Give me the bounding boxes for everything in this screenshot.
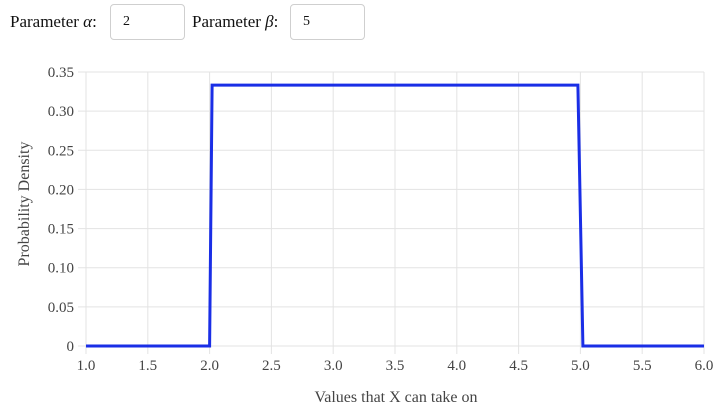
alpha-label: Parameter α: <box>10 12 97 32</box>
beta-symbol: β <box>265 12 274 31</box>
x-tick-label: 2.5 <box>262 358 281 374</box>
alpha-input[interactable] <box>110 4 185 40</box>
beta-input[interactable] <box>290 4 365 40</box>
y-tick-label: 0.30 <box>48 104 74 120</box>
alpha-label-suffix: : <box>92 12 97 31</box>
chart-grid <box>78 71 705 354</box>
beta-label-suffix: : <box>273 12 279 31</box>
alpha-symbol: α <box>83 12 93 31</box>
x-tick-label: 1.5 <box>138 358 157 374</box>
density-line <box>86 83 704 348</box>
x-tick-label: 4.5 <box>509 358 528 374</box>
x-tick-label: 6.0 <box>695 358 714 374</box>
y-tick-label: 0.15 <box>48 222 74 238</box>
parameter-controls: Parameter α: Parameter β: <box>0 0 724 44</box>
y-tick-label: 0.10 <box>48 261 74 277</box>
alpha-label-prefix: Parameter <box>10 12 84 31</box>
y-tick-label: 0 <box>67 339 75 355</box>
x-tick-label: 3.0 <box>324 358 343 374</box>
beta-label-prefix: Parameter <box>192 12 266 31</box>
x-tick-label: 4.0 <box>447 358 466 374</box>
y-tick-label: 0.35 <box>48 65 74 81</box>
beta-label: Parameter β: <box>192 12 278 32</box>
x-tick-label: 2.0 <box>200 358 219 374</box>
x-axis-ticks: 1.0 1.5 2.0 2.5 3.0 3.5 4.0 4.5 5.0 5.5 6.0 <box>77 358 714 374</box>
x-tick-label: 3.5 <box>386 358 405 374</box>
x-tick-label: 5.5 <box>633 358 652 374</box>
probability-density-chart: 0 0.05 0.10 0.15 0.20 0.25 0.30 0.35 1.0 1.5 2.0 2… <box>16 65 714 406</box>
density-series <box>86 83 704 348</box>
y-tick-label: 0.20 <box>48 182 74 198</box>
y-axis-title: Probability Density <box>16 142 33 267</box>
y-tick-label: 0.25 <box>48 143 74 159</box>
x-axis-title: Values that X can take on <box>314 389 477 406</box>
y-tick-label: 0.05 <box>48 300 74 316</box>
x-tick-label: 1.0 <box>77 358 96 374</box>
y-axis-ticks: 0 0.05 0.10 0.15 0.20 0.25 0.30 0.35 <box>48 65 74 355</box>
x-tick-label: 5.0 <box>571 358 590 374</box>
